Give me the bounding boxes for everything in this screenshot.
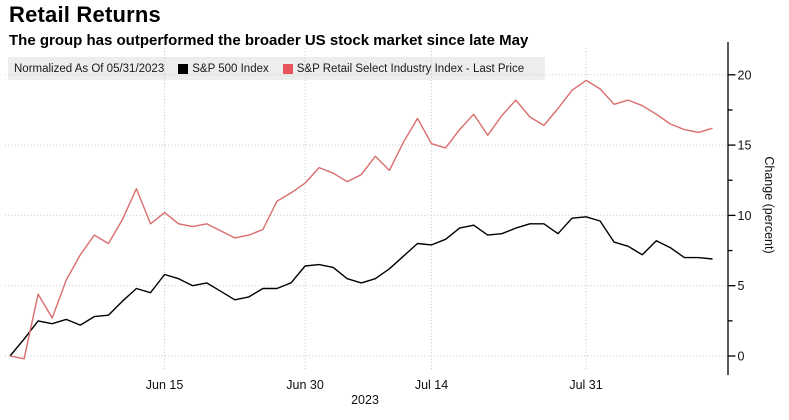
y-tick-label: 5 bbox=[738, 279, 745, 293]
x-tick-label: Jun 30 bbox=[286, 378, 324, 392]
series-line-1 bbox=[9, 79, 713, 360]
x-axis-year-label: 2023 bbox=[351, 393, 379, 407]
chart-header: Retail Returns The group has outperforme… bbox=[9, 2, 769, 50]
x-tick-label: Jun 15 bbox=[146, 378, 184, 392]
legend-item-retail: S&P Retail Select Industry Index - Last … bbox=[282, 62, 525, 75]
series-line-0 bbox=[9, 216, 713, 357]
page-title: Retail Returns bbox=[9, 2, 161, 27]
legend-note: Normalized As Of 05/31/2023 bbox=[14, 62, 165, 75]
legend-item-label: S&P Retail Select Industry Index - Last … bbox=[296, 62, 525, 75]
legend-item-label: S&P 500 Index bbox=[192, 62, 269, 75]
legend-item-sp500: S&P 500 Index bbox=[178, 63, 269, 75]
retail-swatch-icon bbox=[282, 63, 293, 74]
chart-legend: Normalized As Of 05/31/2023 S&P 500 Inde… bbox=[8, 57, 545, 80]
y-axis-title: Change (percent) bbox=[762, 156, 776, 253]
y-tick-label: 0 bbox=[738, 350, 745, 364]
sp500-swatch-icon bbox=[178, 63, 189, 74]
y-tick-label: 10 bbox=[738, 209, 752, 223]
y-tick-label: 20 bbox=[738, 68, 752, 82]
x-tick-label: Jul 14 bbox=[415, 378, 448, 392]
y-tick-label: 15 bbox=[738, 139, 752, 153]
page-subtitle: The group has outperformed the broader U… bbox=[9, 32, 529, 49]
x-tick-label: Jul 31 bbox=[569, 378, 602, 392]
